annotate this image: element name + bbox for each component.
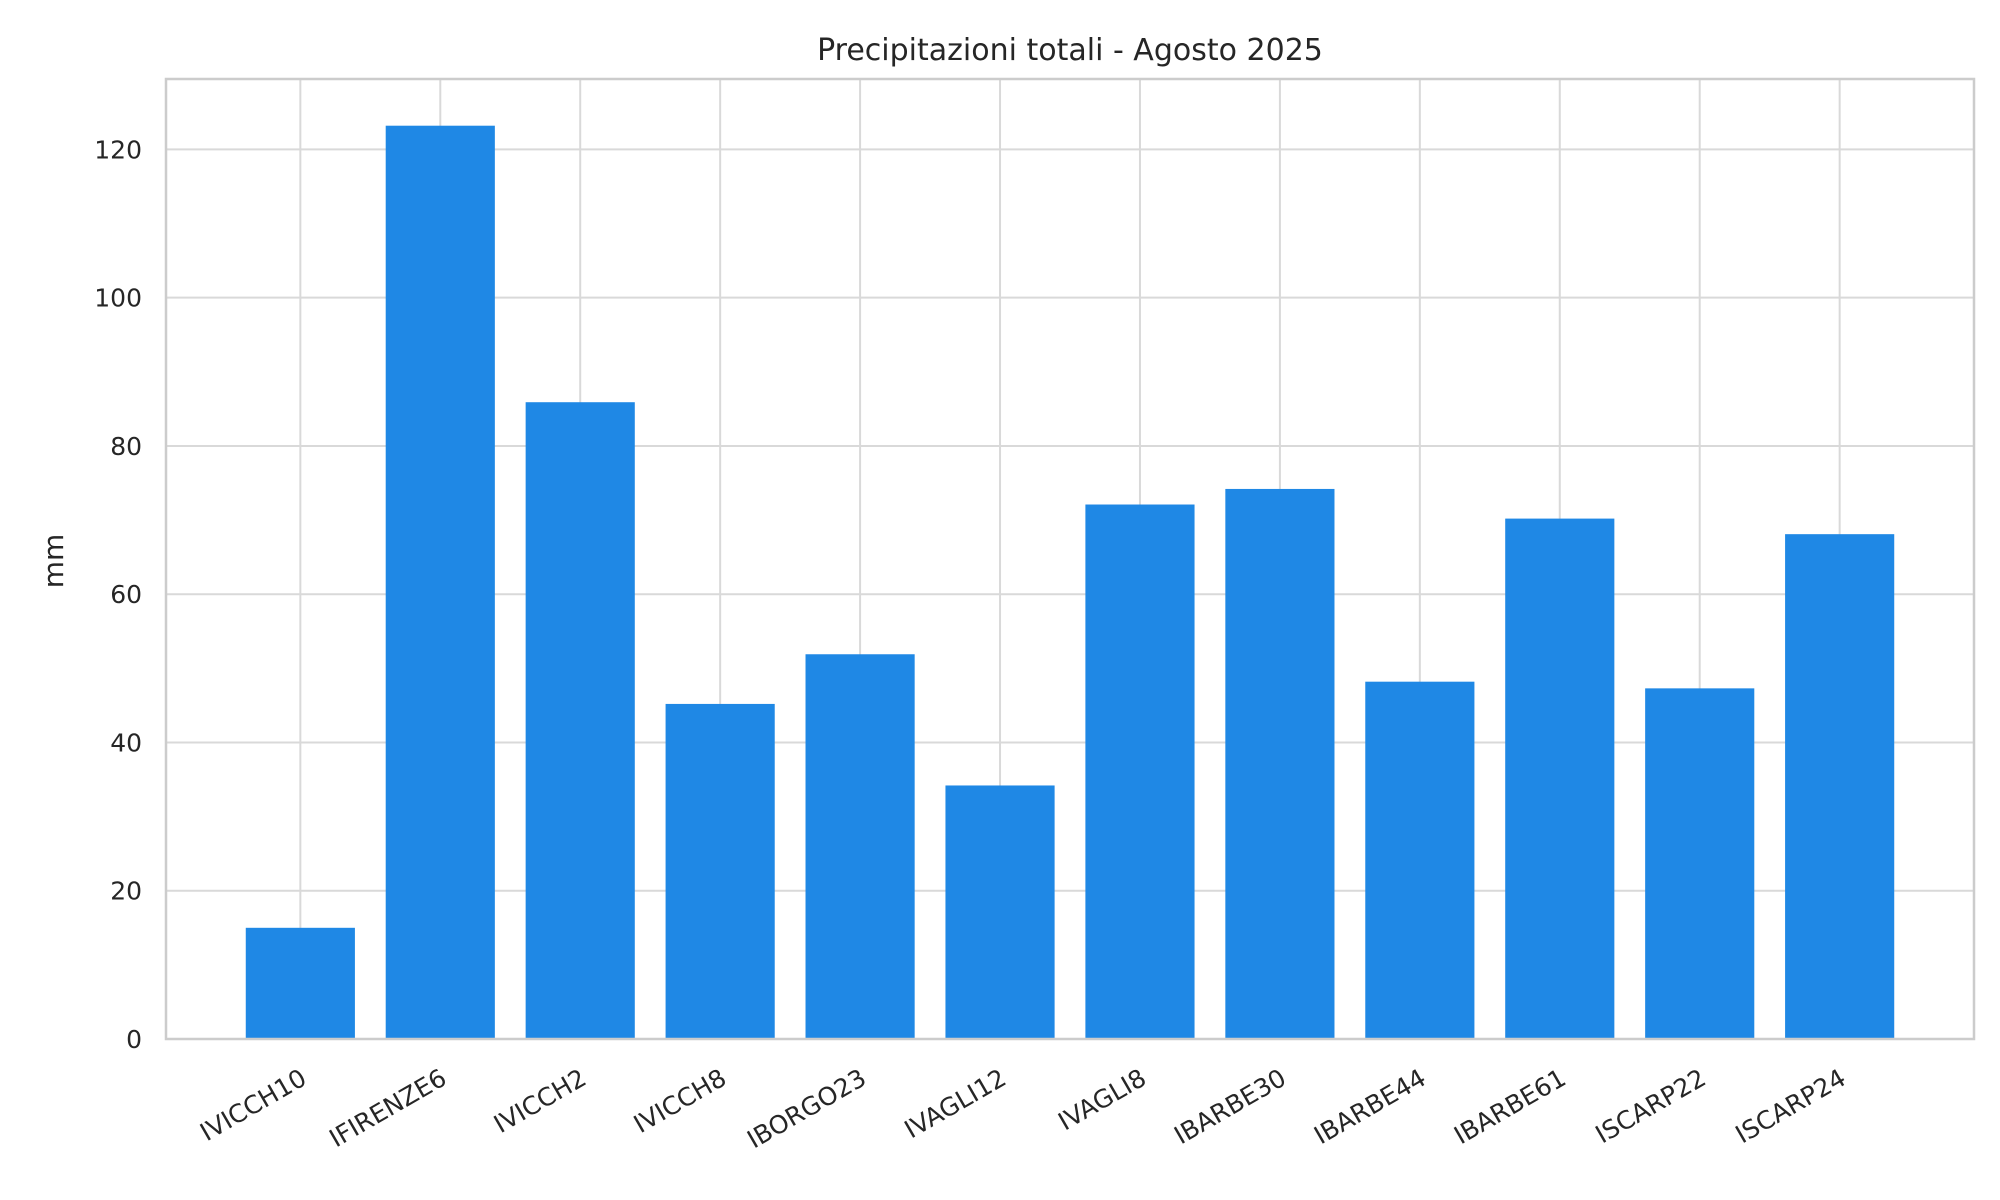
x-tick-label: IVICCH8 (629, 1063, 731, 1139)
bar-ibarbe30 (1225, 488, 1335, 1040)
bar-ivagli8 (1085, 504, 1195, 1039)
y-tick-label: 120 (94, 135, 142, 164)
y-tick-label: 60 (110, 580, 142, 609)
x-tick-label: IVAGLI12 (900, 1063, 1012, 1144)
x-tick-label: IVAGLI8 (1053, 1063, 1151, 1136)
bars (245, 125, 1895, 1040)
y-axis-ticks: 0 20 40 60 80 100 120 (94, 135, 142, 1054)
bar-ivicch2 (525, 402, 635, 1039)
y-tick-label: 0 (126, 1025, 142, 1054)
bar-iscarp24 (1785, 534, 1895, 1039)
x-tick-label: ISCARP22 (1591, 1063, 1711, 1149)
x-tick-label: IBARBE61 (1449, 1063, 1571, 1150)
y-tick-label: 20 (110, 877, 142, 906)
bar-ivicch10 (245, 927, 355, 1039)
y-tick-label: 80 (110, 432, 142, 461)
bar-ivagli12 (945, 785, 1055, 1039)
y-tick-label: 40 (110, 728, 142, 757)
y-tick-label: 100 (94, 284, 142, 313)
x-tick-label: IBORGO23 (742, 1063, 871, 1154)
bar-ivicch8 (665, 703, 775, 1039)
x-tick-label: ISCARP24 (1730, 1063, 1850, 1149)
bar-iscarp22 (1645, 688, 1755, 1039)
x-tick-label: IVICCH2 (489, 1063, 591, 1139)
bar-iborgo23 (805, 654, 915, 1039)
x-tick-label: IBARBE30 (1169, 1063, 1291, 1150)
plot-frame (164, 77, 1976, 1041)
bar-ibarbe44 (1365, 681, 1475, 1039)
x-tick-label: IFIRENZE6 (324, 1063, 451, 1153)
y-axis-label: mm (37, 534, 70, 589)
x-tick-label: IBARBE44 (1309, 1063, 1431, 1150)
bar-ibarbe61 (1505, 518, 1615, 1039)
x-tick-label: IVICCH10 (195, 1063, 311, 1147)
bar-ifirenze6 (385, 125, 495, 1040)
x-axis-ticks: IVICCH10 IFIRENZE6 IVICCH2 IVICCH8 IBORGO23 I… (195, 1063, 1850, 1154)
chart-title: Precipitazioni totali - Agosto 2025 (817, 33, 1323, 68)
